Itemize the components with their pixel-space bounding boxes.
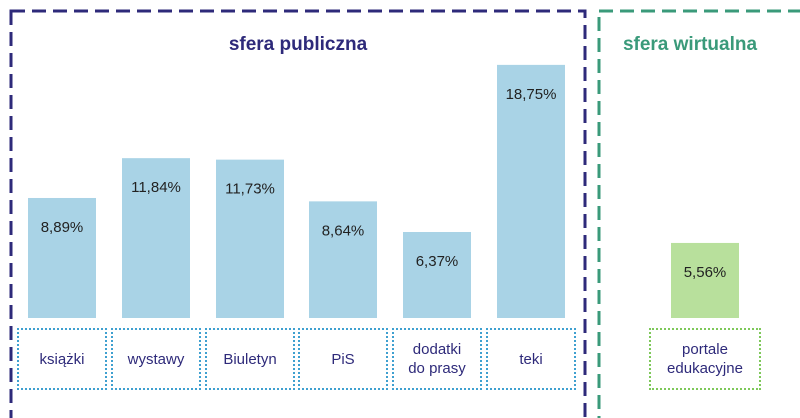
value-label: 11,84% [131, 179, 181, 196]
group-frame [9, 9, 587, 418]
category-label: teki [486, 328, 576, 390]
bar [671, 242, 739, 318]
value-label: 8,64% [322, 222, 365, 239]
value-label: 5,56% [684, 264, 727, 281]
bar [309, 201, 377, 318]
category-label: PiS [298, 328, 388, 390]
bar [216, 159, 284, 318]
value-label: 8,89% [41, 219, 84, 236]
group-title: sfera publiczna [229, 34, 368, 55]
group-frame [597, 9, 800, 418]
category-label: wystawy [111, 328, 201, 390]
value-label: 6,37% [416, 253, 459, 270]
bar [28, 197, 96, 318]
bar [403, 232, 471, 318]
category-label: portale edukacyjne [649, 328, 761, 390]
group-title: sfera wirtualna [623, 34, 758, 55]
category-label: książki [17, 328, 107, 390]
value-label: 11,73% [225, 181, 275, 198]
value-label: 18,75% [506, 86, 557, 103]
category-label: Biuletyn [205, 328, 295, 390]
category-label: dodatki do prasy [392, 328, 482, 390]
bar [122, 158, 190, 318]
bar [497, 64, 565, 318]
